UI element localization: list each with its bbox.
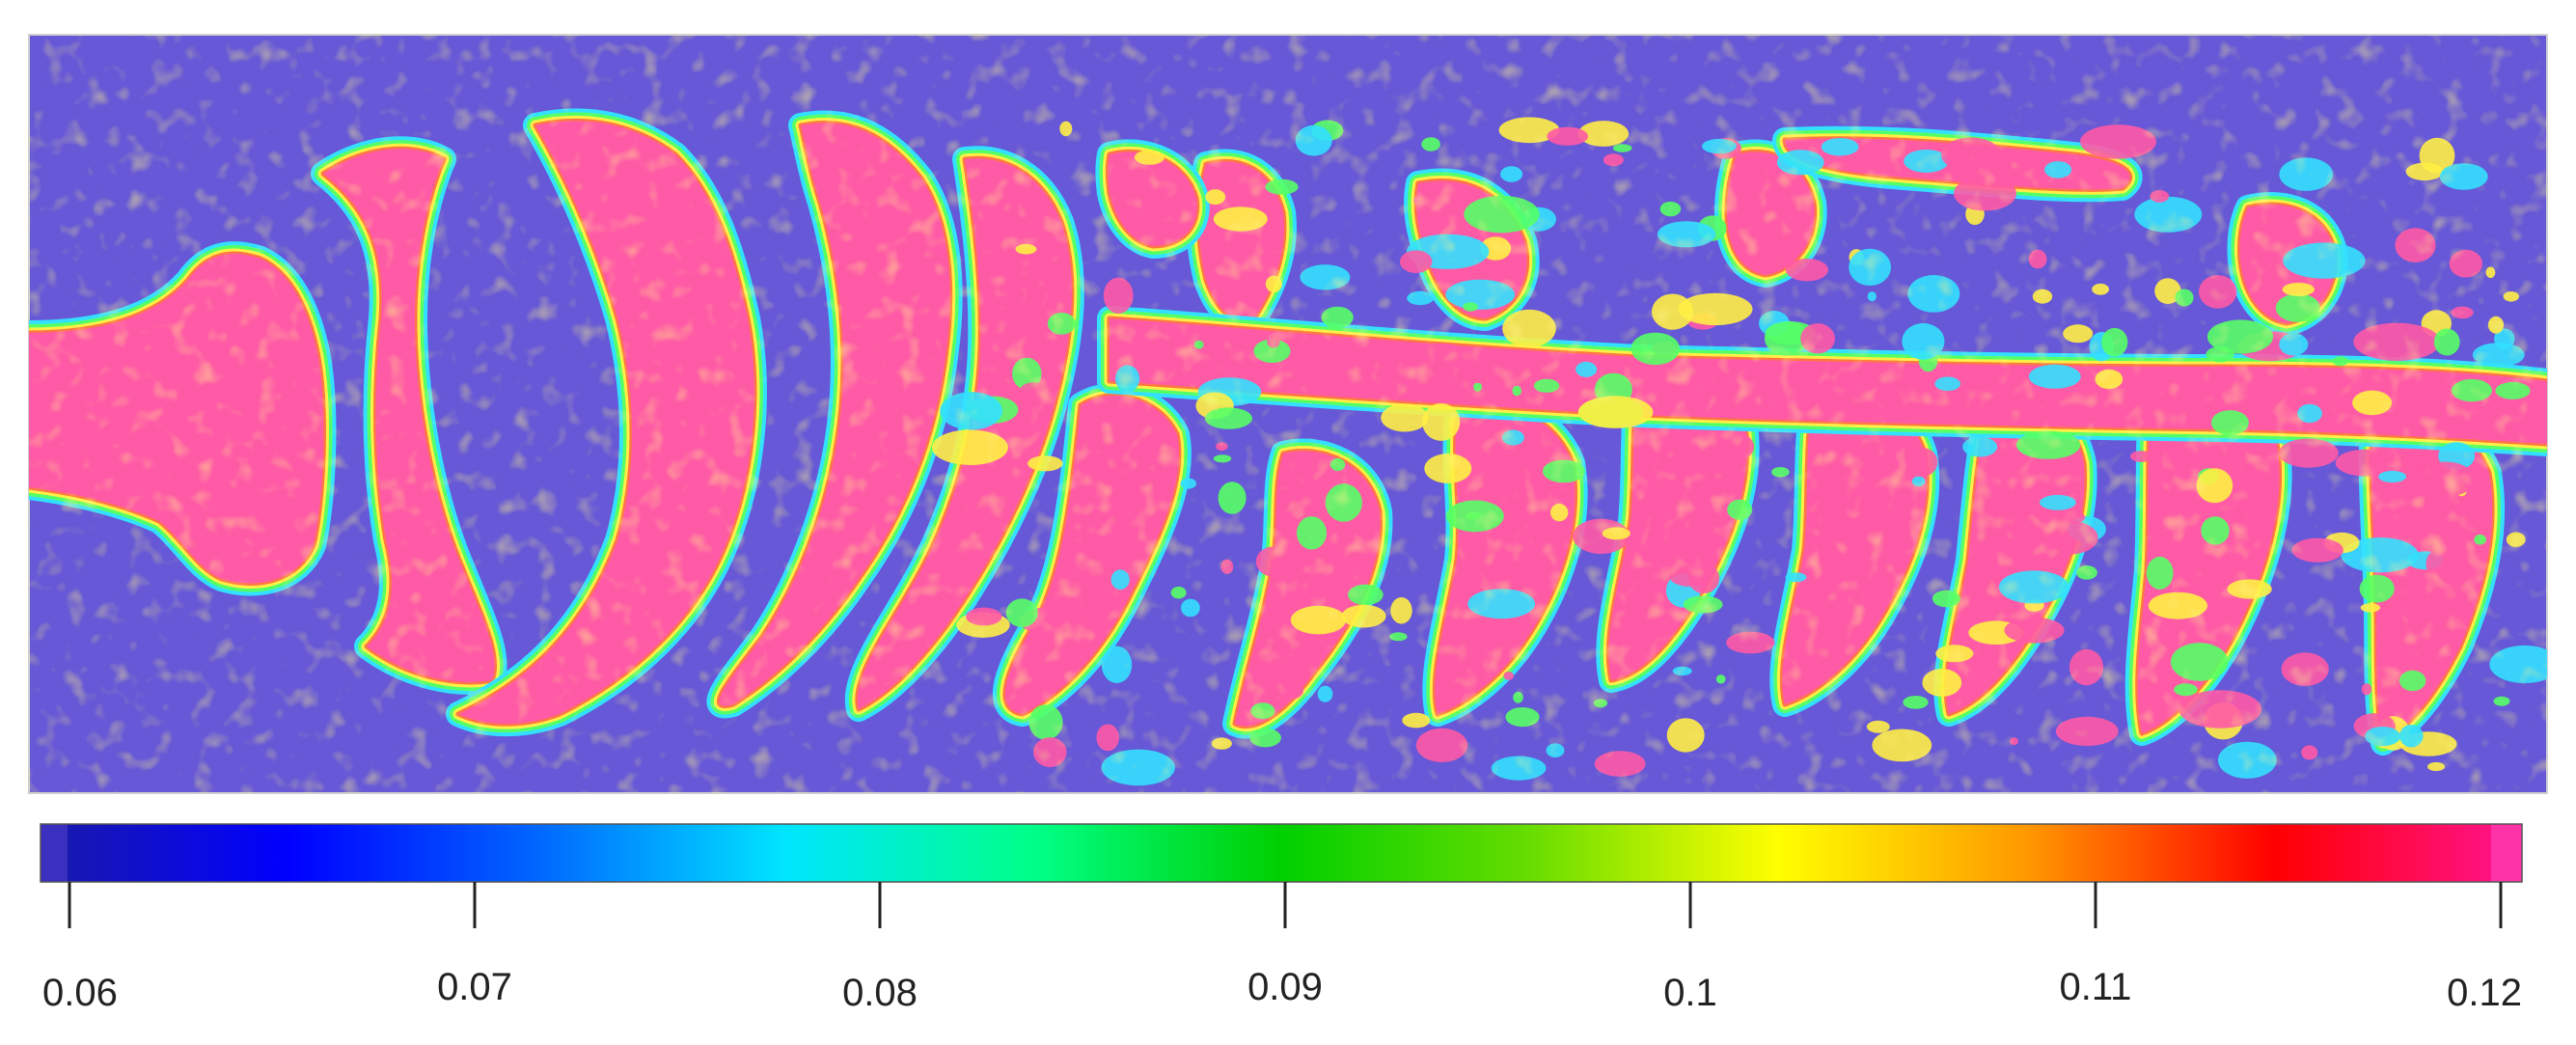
colorbar-above-range (2491, 824, 2522, 882)
heatmap-field-bands (29, 35, 2547, 793)
colorbar-frame (40, 823, 2523, 883)
colorbar-ticks: 0.06 0.07 0.08 0.09 0.1 0.11 0.12 (42, 882, 2522, 1014)
colorbar-tick-label-2: 0.08 (842, 972, 918, 1014)
colorbar-tick-label-1: 0.07 (437, 966, 512, 1008)
colorbar-tick-label-5: 0.11 (2060, 966, 2132, 1008)
colorbar-below-range (41, 824, 68, 882)
colorbar-tick-label-3: 0.09 (1247, 966, 1323, 1008)
heatmap-texture (29, 35, 2547, 793)
colorbar-tick-label-6: 0.12 (2447, 972, 2522, 1014)
colorbar-bar (41, 824, 2522, 882)
colorbar: 0.06 0.07 0.08 0.09 0.1 0.11 0.12 (40, 823, 2523, 1014)
colorbar-tick-label-4: 0.1 (1663, 972, 1717, 1014)
heatmap-panel (28, 34, 2548, 794)
colorbar-tick-label-0: 0.06 (42, 972, 118, 1014)
